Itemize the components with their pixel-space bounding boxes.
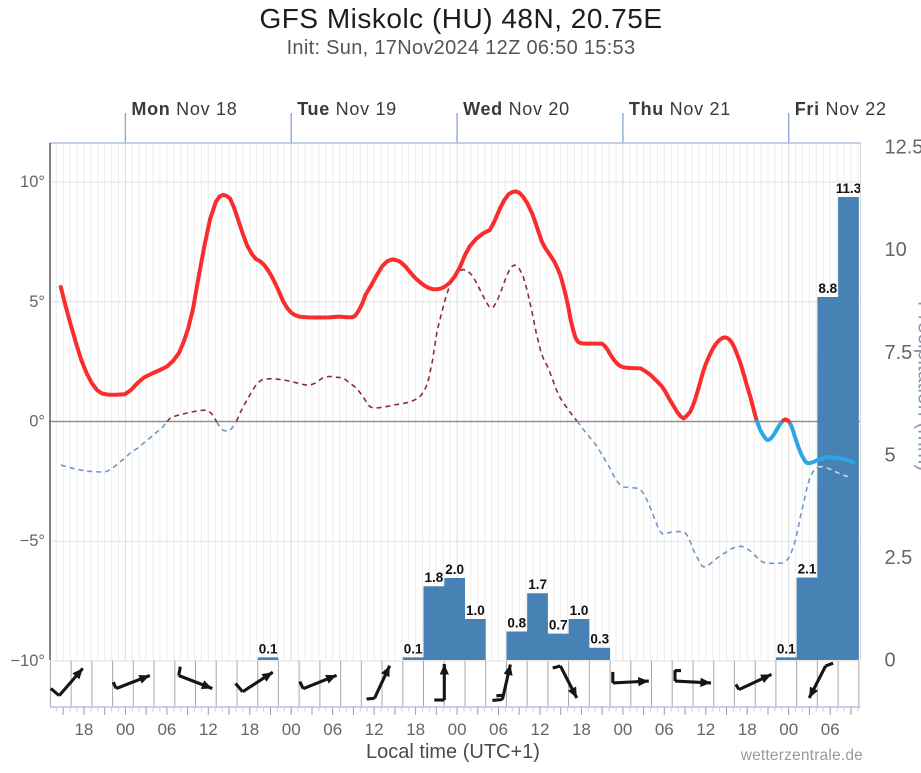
- svg-text:0.1: 0.1: [777, 641, 796, 656]
- svg-text:−5°: −5°: [20, 532, 45, 550]
- svg-text:2.1: 2.1: [798, 562, 817, 577]
- svg-text:GFS Miskolc (HU) 48N, 20.75E: GFS Miskolc (HU) 48N, 20.75E: [260, 3, 663, 34]
- svg-text:06: 06: [323, 720, 342, 739]
- svg-text:00: 00: [779, 720, 798, 739]
- svg-text:18: 18: [572, 720, 591, 739]
- svg-text:Fri Nov 22: Fri Nov 22: [795, 99, 887, 119]
- svg-text:06: 06: [157, 720, 176, 739]
- svg-text:12.5: 12.5: [885, 137, 921, 159]
- svg-text:00: 00: [448, 720, 467, 739]
- svg-text:1.0: 1.0: [466, 603, 485, 618]
- svg-text:06: 06: [655, 720, 674, 739]
- svg-text:0°: 0°: [29, 413, 45, 431]
- svg-text:−10°: −10°: [10, 652, 45, 670]
- svg-text:Local time (UTC+1): Local time (UTC+1): [366, 741, 540, 763]
- svg-text:5°: 5°: [29, 293, 45, 311]
- svg-text:0: 0: [885, 650, 896, 672]
- svg-text:1.7: 1.7: [528, 577, 547, 592]
- svg-text:12: 12: [365, 720, 384, 739]
- svg-text:18: 18: [240, 720, 259, 739]
- svg-text:1.0: 1.0: [570, 603, 589, 618]
- svg-text:06: 06: [489, 720, 508, 739]
- svg-text:18: 18: [74, 720, 93, 739]
- svg-text:00: 00: [282, 720, 301, 739]
- svg-text:2.5: 2.5: [885, 547, 913, 569]
- svg-text:18: 18: [406, 720, 425, 739]
- svg-text:11.3: 11.3: [836, 181, 862, 196]
- svg-text:00: 00: [116, 720, 135, 739]
- svg-text:Wed Nov 20: Wed Nov 20: [463, 99, 570, 119]
- svg-text:0.7: 0.7: [549, 618, 568, 633]
- svg-text:7.5: 7.5: [885, 342, 913, 364]
- svg-text:8.8: 8.8: [818, 281, 837, 296]
- svg-text:Precipitation (mm): Precipitation (mm): [914, 301, 921, 471]
- svg-text:00: 00: [613, 720, 632, 739]
- svg-text:Thu Nov 21: Thu Nov 21: [629, 99, 731, 119]
- svg-text:12: 12: [199, 720, 218, 739]
- svg-text:0.1: 0.1: [404, 641, 423, 656]
- svg-text:wetterzentrale.de: wetterzentrale.de: [740, 747, 863, 764]
- svg-text:1.8: 1.8: [425, 570, 444, 585]
- svg-text:2.0: 2.0: [445, 562, 464, 577]
- svg-text:0.3: 0.3: [590, 632, 609, 647]
- svg-text:10: 10: [885, 239, 907, 261]
- svg-text:0.1: 0.1: [259, 641, 278, 656]
- svg-text:Tue Nov 19: Tue Nov 19: [297, 99, 397, 119]
- svg-text:0.8: 0.8: [507, 616, 526, 631]
- svg-text:5: 5: [885, 444, 896, 466]
- svg-text:Init: Sun, 17Nov2024 12Z 06:50: Init: Sun, 17Nov2024 12Z 06:50 15:53: [287, 37, 636, 59]
- svg-text:12: 12: [696, 720, 715, 739]
- svg-text:18: 18: [738, 720, 757, 739]
- svg-text:06: 06: [821, 720, 840, 739]
- svg-text:12: 12: [531, 720, 550, 739]
- svg-text:10°: 10°: [20, 173, 45, 191]
- svg-text:Mon Nov 18: Mon Nov 18: [131, 99, 237, 119]
